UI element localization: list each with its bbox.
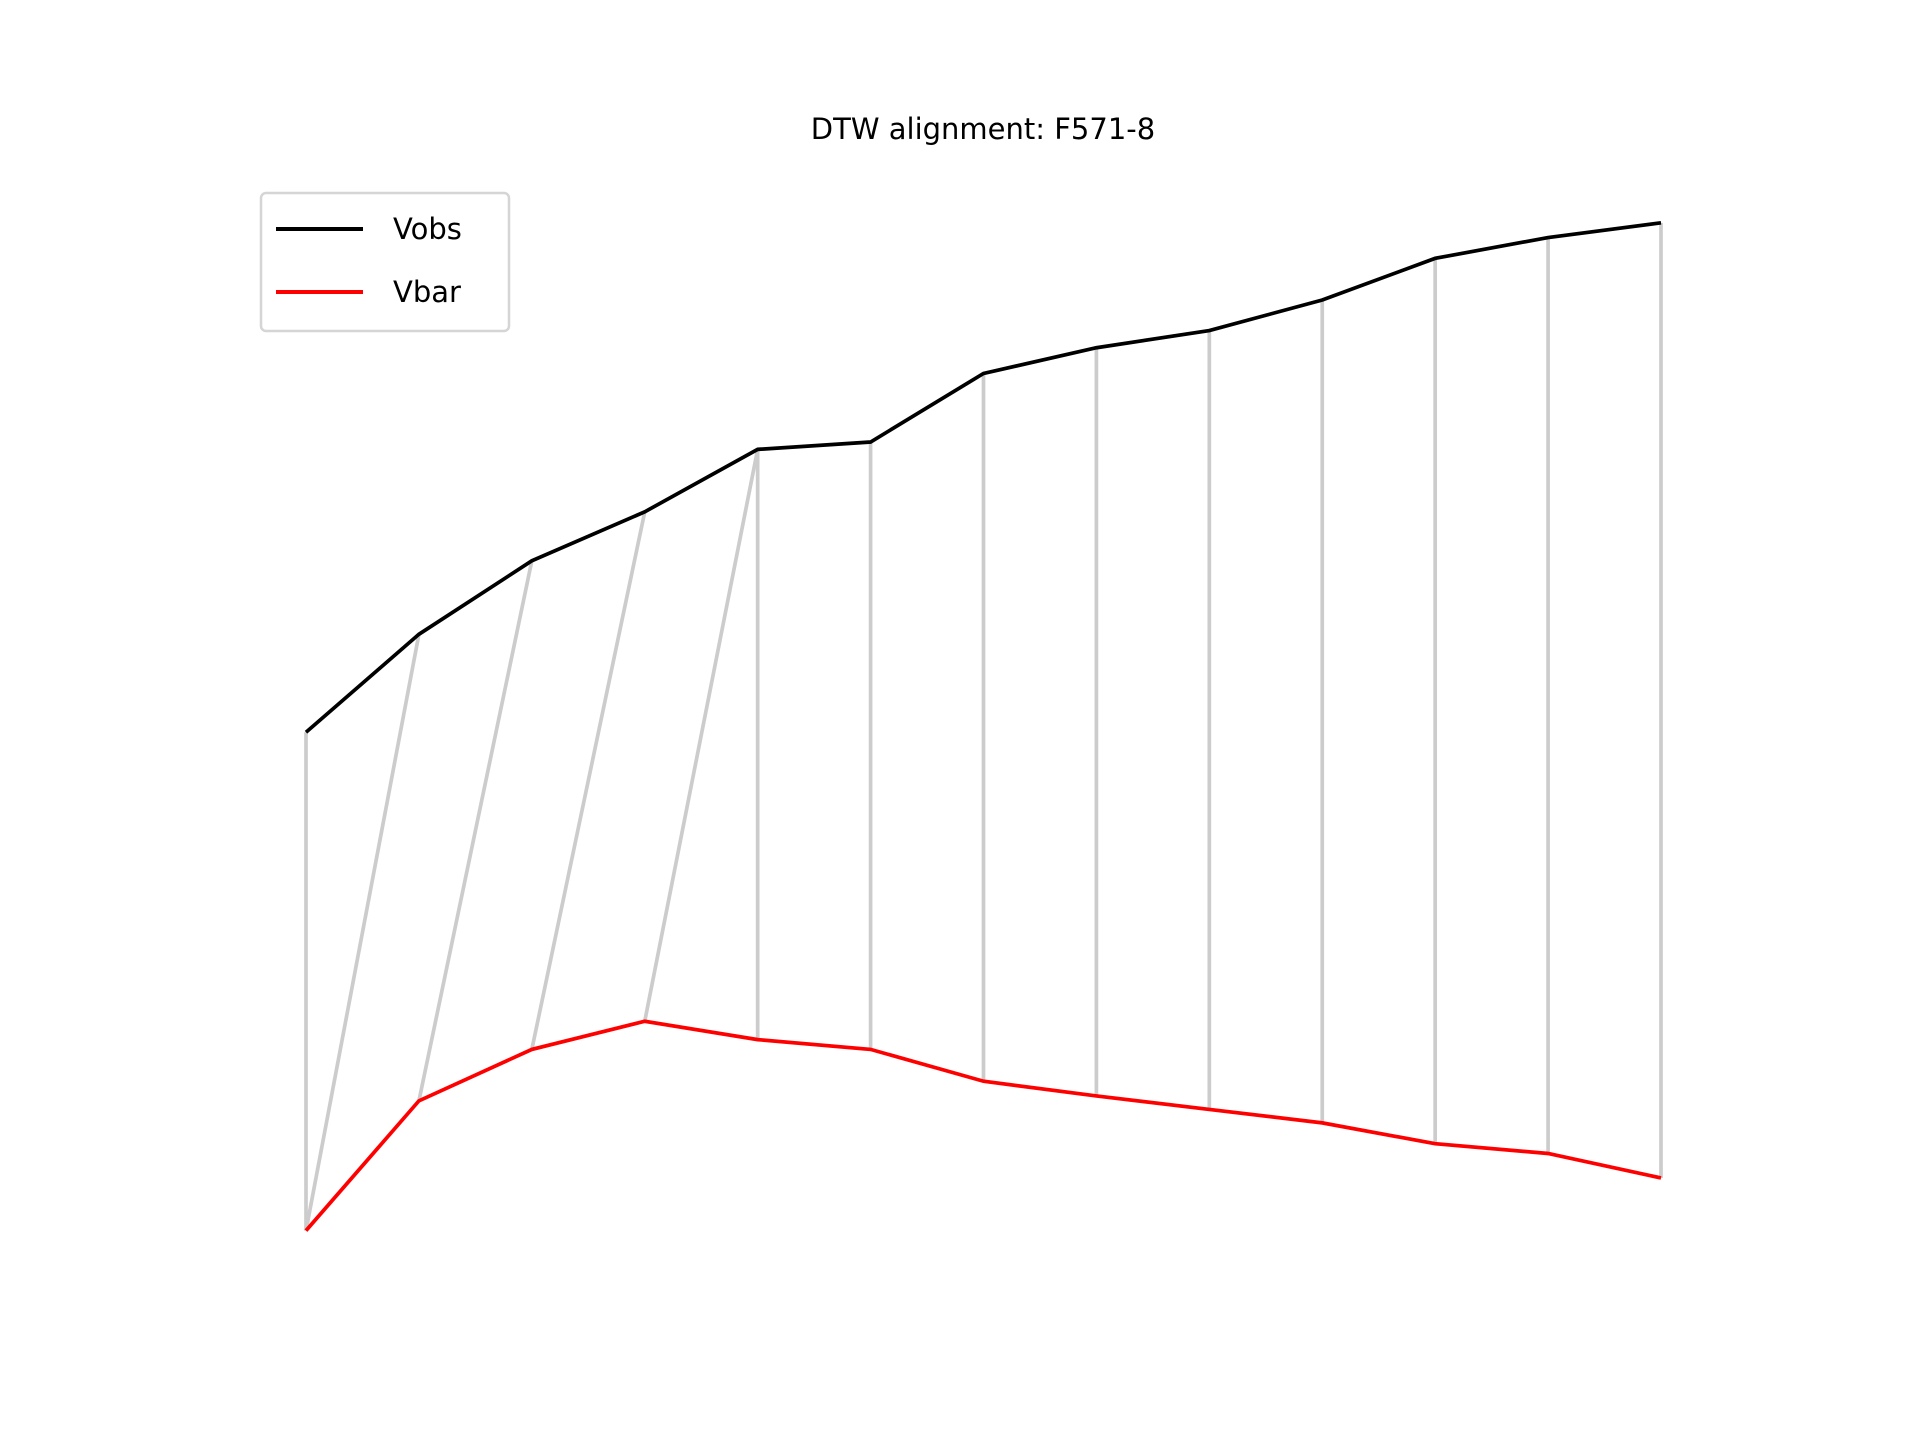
alignment-line [417,560,534,1102]
legend-box [259,191,511,333]
legend-label: Vobs [393,212,462,246]
alignment-line [304,633,421,1231]
series-line [304,220,1662,734]
series-line [304,1019,1662,1232]
alignment-line [642,449,760,1022]
chart-title: DTW alignment: F571-8 [811,112,1155,146]
legend-label: Vbar [393,275,461,309]
alignment-line [530,511,647,1050]
